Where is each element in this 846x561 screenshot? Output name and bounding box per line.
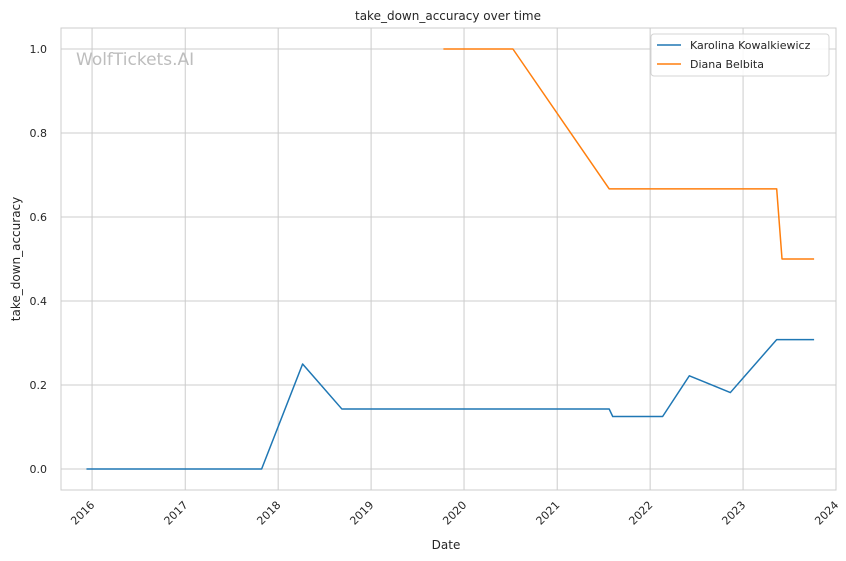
- plot-area-frame: [60, 27, 837, 491]
- y-axis-label: take_down_accuracy: [9, 197, 23, 321]
- chart-title: take_down_accuracy over time: [355, 9, 541, 23]
- legend-label-karolina: Karolina Kowalkiewicz: [690, 39, 811, 52]
- y-tick-label-2: 0.4: [30, 295, 48, 308]
- series-line-1: [443, 48, 815, 260]
- y-tick-label-3: 0.6: [30, 211, 48, 224]
- y-tick-label-0: 0.0: [30, 463, 48, 476]
- y-tick-label-1: 0.2: [30, 379, 48, 392]
- legend-box: [650, 33, 830, 77]
- x-axis-label: Date: [432, 538, 461, 552]
- watermark-text: WolfTickets.AI: [76, 50, 194, 70]
- y-tick-label-5: 1.0: [30, 43, 48, 56]
- series-lines: [86, 48, 815, 470]
- series-line-0: [86, 338, 815, 470]
- legend: Karolina Kowalkiewicz Diana Belbita: [650, 33, 830, 77]
- legend-label-diana: Diana Belbita: [690, 58, 764, 71]
- grid-lines: [61, 28, 837, 490]
- y-tick-label-4: 0.8: [30, 127, 48, 140]
